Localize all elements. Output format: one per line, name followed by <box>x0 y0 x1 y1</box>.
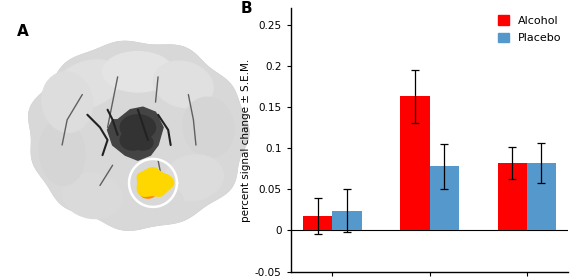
Ellipse shape <box>154 61 213 108</box>
Ellipse shape <box>164 155 223 201</box>
Bar <box>332 211 361 230</box>
Polygon shape <box>29 41 249 230</box>
Ellipse shape <box>42 72 93 132</box>
Ellipse shape <box>183 97 234 158</box>
Polygon shape <box>137 168 174 196</box>
Bar <box>498 163 527 230</box>
Ellipse shape <box>120 130 146 150</box>
Ellipse shape <box>133 135 153 150</box>
Bar <box>430 166 459 230</box>
Ellipse shape <box>118 183 183 223</box>
Ellipse shape <box>39 120 85 185</box>
Polygon shape <box>29 41 249 230</box>
Ellipse shape <box>62 172 122 219</box>
Bar <box>400 96 430 230</box>
Polygon shape <box>107 107 163 160</box>
Polygon shape <box>140 188 155 198</box>
Y-axis label: percent signal change ± S.E.M.: percent signal change ± S.E.M. <box>241 58 251 222</box>
Ellipse shape <box>103 52 173 92</box>
Text: L: L <box>220 63 227 76</box>
Bar <box>303 216 332 230</box>
Ellipse shape <box>120 115 155 140</box>
Text: R: R <box>220 209 228 222</box>
Ellipse shape <box>53 60 121 109</box>
Text: B: B <box>241 1 252 15</box>
Bar <box>527 163 556 230</box>
Legend: Alcohol, Placebo: Alcohol, Placebo <box>497 14 563 45</box>
Text: A: A <box>17 24 28 39</box>
